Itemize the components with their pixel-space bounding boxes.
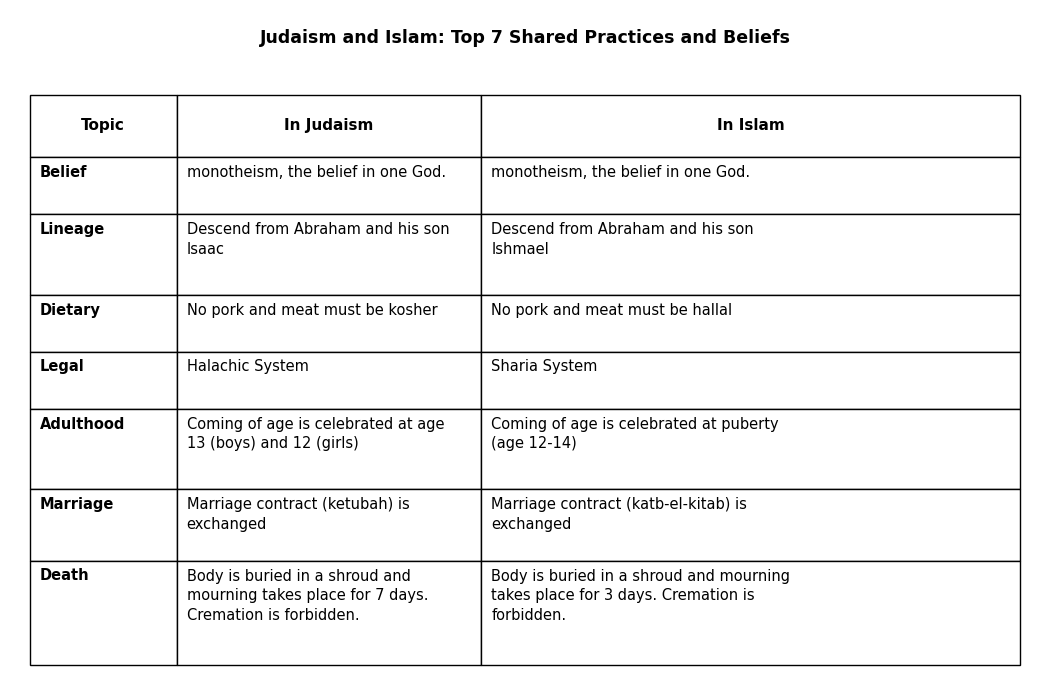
Text: Belief: Belief xyxy=(40,165,87,180)
Text: Descend from Abraham and his son
Ishmael: Descend from Abraham and his son Ishmael xyxy=(492,222,754,256)
Text: monotheism, the belief in one God.: monotheism, the belief in one God. xyxy=(492,165,750,180)
Text: Body is buried in a shroud and
mourning takes place for 7 days.
Cremation is for: Body is buried in a shroud and mourning … xyxy=(186,568,428,623)
Text: Sharia System: Sharia System xyxy=(492,360,598,375)
Text: In Judaism: In Judaism xyxy=(284,118,374,133)
Text: Coming of age is celebrated at age
13 (boys) and 12 (girls): Coming of age is celebrated at age 13 (b… xyxy=(186,416,444,452)
Text: Halachic System: Halachic System xyxy=(186,360,308,375)
Text: Body is buried in a shroud and mourning
takes place for 3 days. Cremation is
for: Body is buried in a shroud and mourning … xyxy=(492,568,790,623)
Text: Topic: Topic xyxy=(81,118,125,133)
Text: Marriage contract (katb-el-kitab) is
exchanged: Marriage contract (katb-el-kitab) is exc… xyxy=(492,497,747,532)
Text: In Islam: In Islam xyxy=(717,118,785,133)
Text: monotheism, the belief in one God.: monotheism, the belief in one God. xyxy=(186,165,446,180)
Text: Coming of age is celebrated at puberty
(age 12-14): Coming of age is celebrated at puberty (… xyxy=(492,416,779,452)
Text: Judaism and Islam: Top 7 Shared Practices and Beliefs: Judaism and Islam: Top 7 Shared Practice… xyxy=(260,29,791,47)
Text: Adulthood: Adulthood xyxy=(40,416,125,432)
Text: No pork and meat must be kosher: No pork and meat must be kosher xyxy=(186,303,437,318)
Text: Lineage: Lineage xyxy=(40,222,105,237)
Text: Marriage: Marriage xyxy=(40,497,115,512)
Text: Descend from Abraham and his son
Isaac: Descend from Abraham and his son Isaac xyxy=(186,222,449,256)
Text: Marriage contract (ketubah) is
exchanged: Marriage contract (ketubah) is exchanged xyxy=(186,497,409,532)
Text: Death: Death xyxy=(40,568,89,583)
Text: No pork and meat must be hallal: No pork and meat must be hallal xyxy=(492,303,733,318)
Text: Legal: Legal xyxy=(40,360,85,375)
Text: Dietary: Dietary xyxy=(40,303,101,318)
